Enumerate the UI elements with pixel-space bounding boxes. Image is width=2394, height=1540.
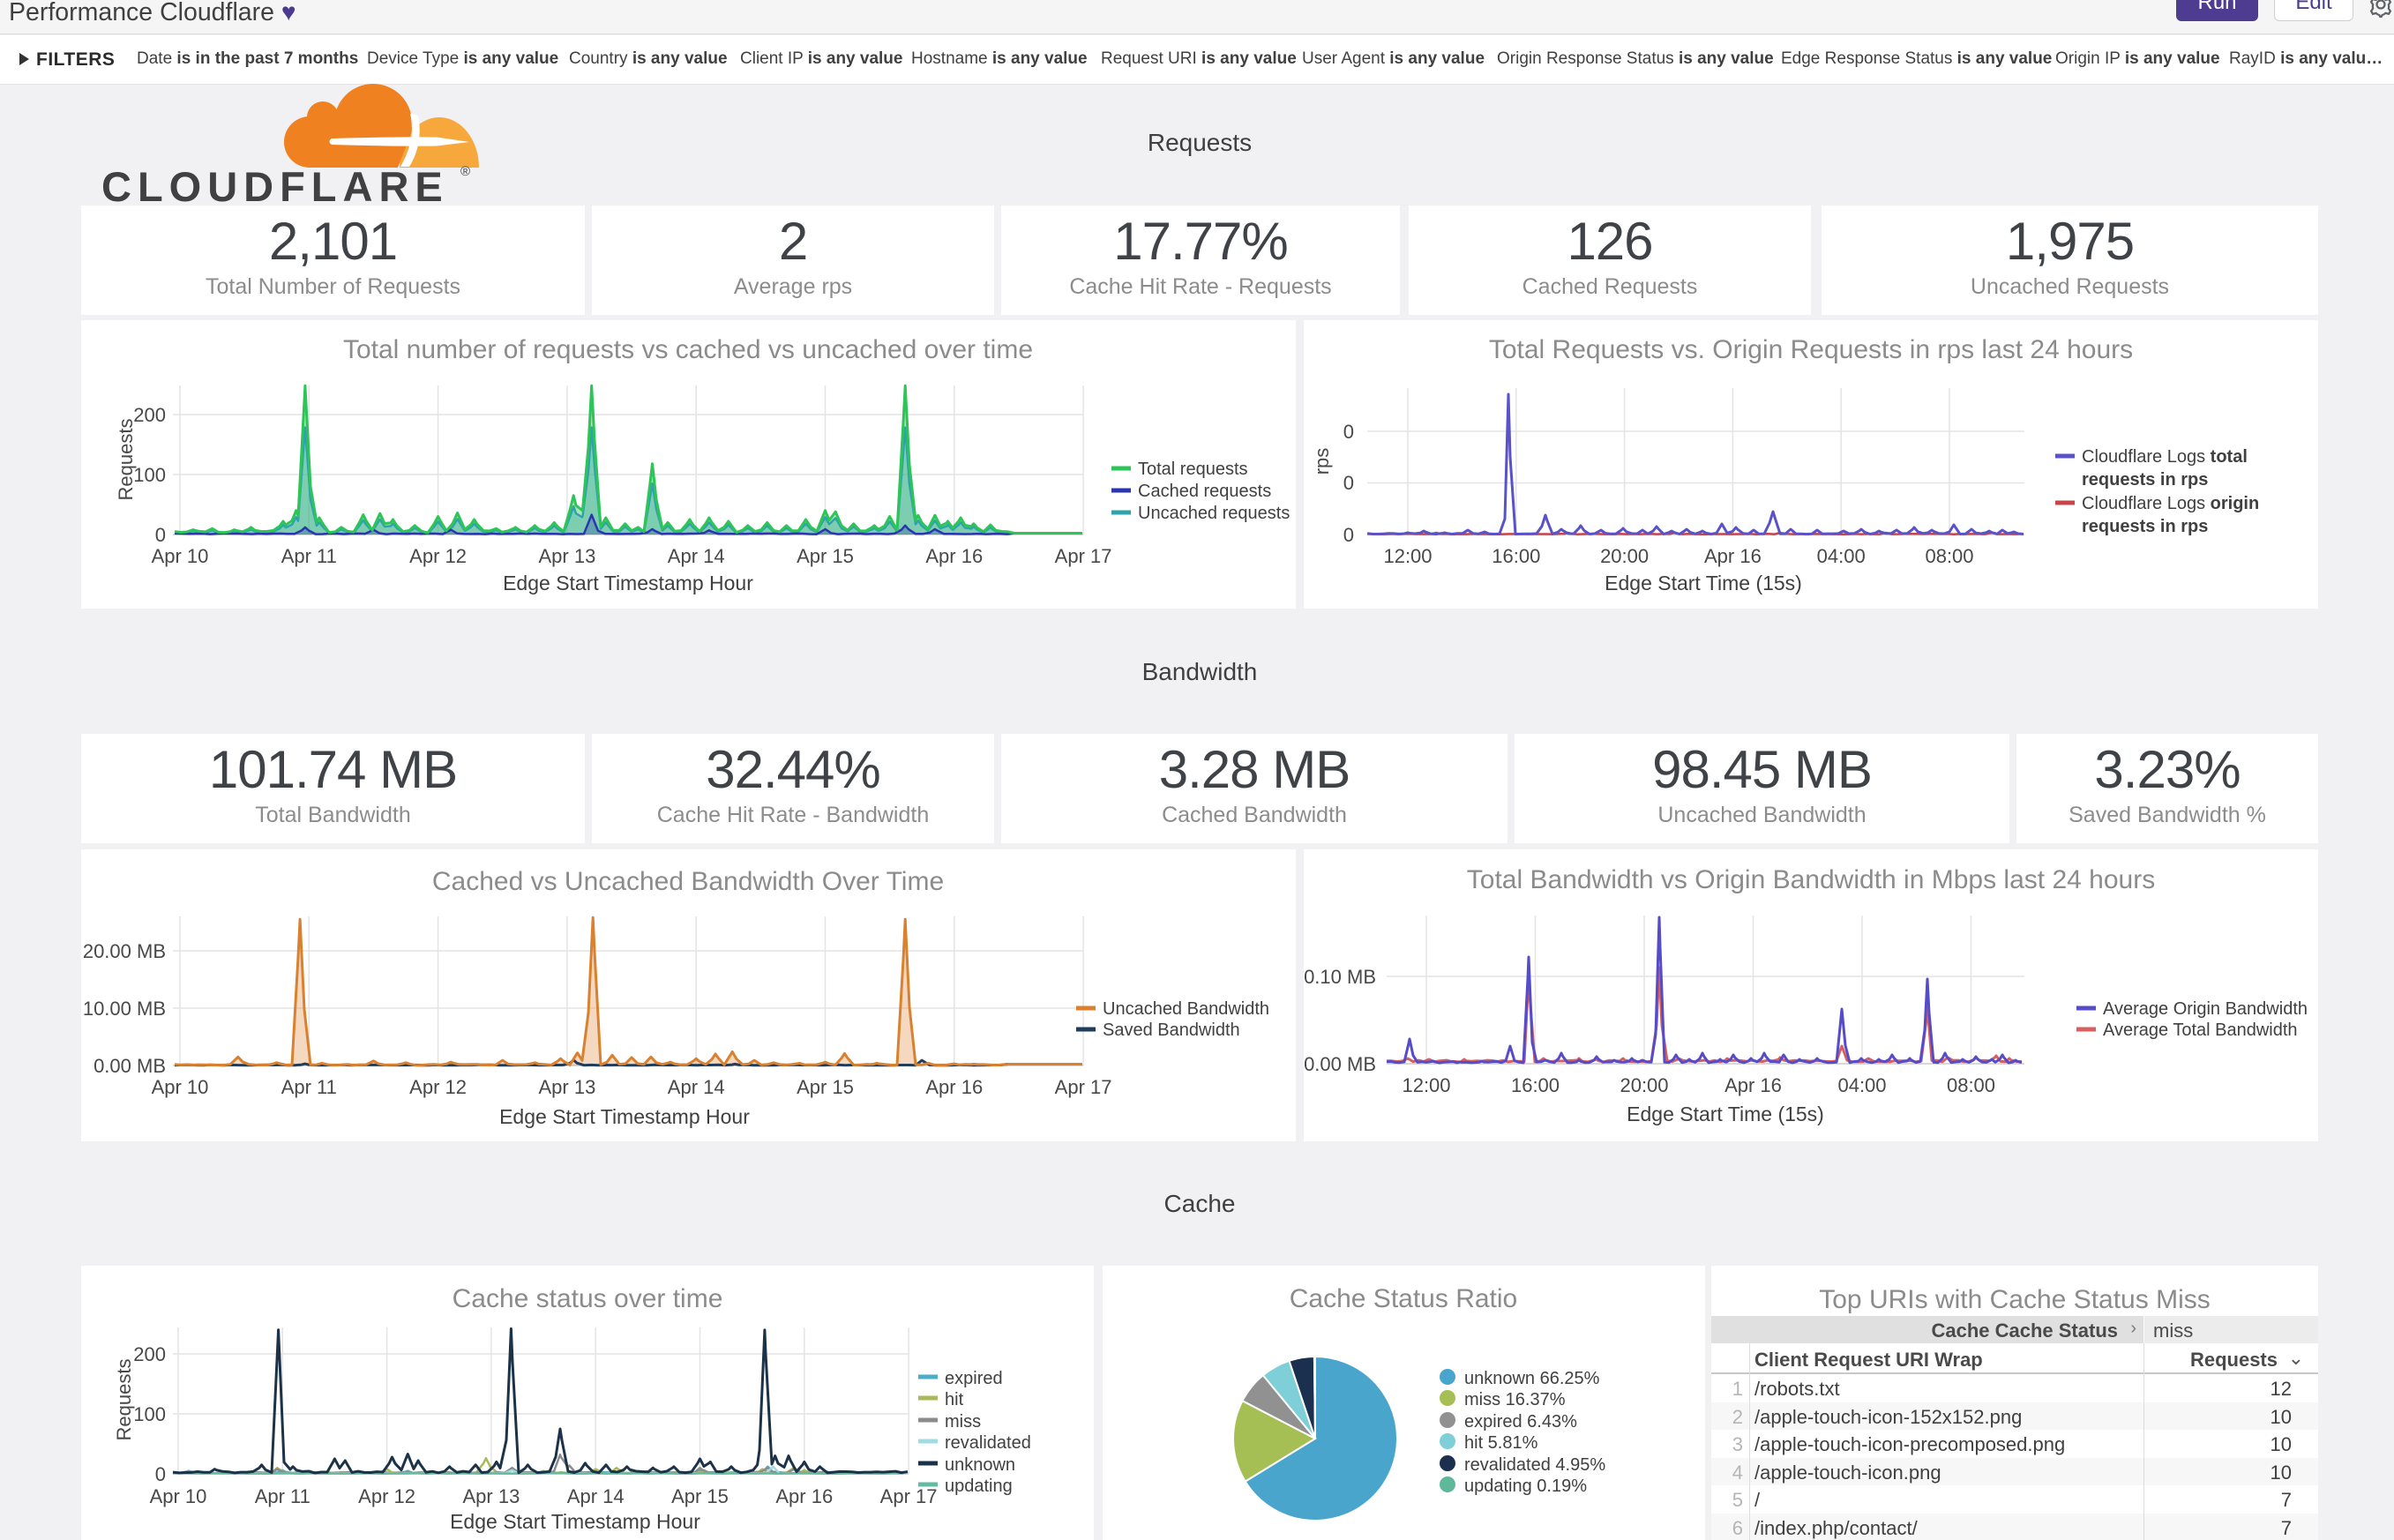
svg-text:20:00: 20:00 [1600,545,1649,567]
svg-text:Requests: Requests [115,419,137,501]
svg-text:revalidated 4.95%: revalidated 4.95% [1464,1455,1605,1475]
svg-text:®: ® [460,164,470,179]
svg-text:20.00 MB: 20.00 MB [83,940,166,962]
svg-text:Apr 14: Apr 14 [668,545,725,567]
svg-text:Total requests: Total requests [1138,460,1248,479]
svg-text:Apr 13: Apr 13 [538,1076,595,1098]
svg-text:rps: rps [1311,448,1333,475]
svg-text:miss 16.37%: miss 16.37% [1464,1390,1566,1409]
svg-text:Apr 10: Apr 10 [150,1485,207,1507]
svg-text:Apr 13: Apr 13 [538,545,595,567]
svg-text:200: 200 [133,1343,166,1365]
svg-text:Apr 16: Apr 16 [925,1076,983,1098]
svg-text:updating 0.19%: updating 0.19% [1464,1476,1587,1496]
svg-text:Apr 17: Apr 17 [880,1485,938,1507]
svg-text:Cached requests: Cached requests [1138,482,1271,501]
svg-text:04:00: 04:00 [1837,1074,1886,1096]
svg-text:08:00: 08:00 [1925,545,1973,567]
svg-text:Edge Start Timestamp Hour: Edge Start Timestamp Hour [499,1105,750,1128]
svg-text:Apr 17: Apr 17 [1055,545,1112,567]
svg-text:16:00: 16:00 [1492,545,1540,567]
svg-text:Cloudflare Logs total: Cloudflare Logs total [2082,447,2248,467]
svg-text:Saved Bandwidth: Saved Bandwidth [1103,1020,1240,1040]
svg-text:200: 200 [133,404,166,426]
svg-text:Apr 14: Apr 14 [668,1076,725,1098]
svg-text:Apr 16: Apr 16 [1704,545,1762,567]
svg-text:miss: miss [945,1412,981,1432]
svg-text:Cache Status Ratio: Cache Status Ratio [1290,1284,1517,1313]
svg-text:Uncached Bandwidth: Uncached Bandwidth [1103,999,1269,1019]
svg-text:expired: expired [945,1369,1003,1388]
svg-text:Apr 11: Apr 11 [255,1485,310,1507]
svg-text:Apr 16: Apr 16 [1724,1074,1782,1096]
svg-text:Cloudflare Logs origin: Cloudflare Logs origin [2082,494,2259,513]
svg-text:Edge Start Time (15s): Edge Start Time (15s) [1627,1103,1824,1125]
svg-text:Apr 10: Apr 10 [152,1076,209,1098]
svg-text:hit: hit [945,1390,964,1409]
svg-text:Apr 17: Apr 17 [1055,1076,1112,1098]
svg-text:hit 5.81%: hit 5.81% [1464,1433,1538,1453]
svg-text:Apr 16: Apr 16 [925,545,983,567]
svg-text:requests in rps: requests in rps [2082,517,2208,536]
svg-text:Average Origin Bandwidth: Average Origin Bandwidth [2103,999,2308,1019]
svg-text:Edge Start Timestamp Hour: Edge Start Timestamp Hour [450,1510,700,1533]
svg-text:Average Total Bandwidth: Average Total Bandwidth [2103,1020,2298,1040]
svg-text:CLOUDFLARE: CLOUDFLARE [101,163,449,210]
svg-text:Edge Start Time (15s): Edge Start Time (15s) [1605,572,1802,594]
svg-text:12:00: 12:00 [1383,545,1432,567]
svg-text:Apr 11: Apr 11 [281,545,337,567]
svg-text:0: 0 [155,524,166,546]
svg-text:updating: updating [945,1476,1013,1496]
svg-text:16:00: 16:00 [1511,1074,1560,1096]
svg-text:Apr 15: Apr 15 [797,1076,854,1098]
svg-text:Apr 15: Apr 15 [671,1485,729,1507]
svg-text:Apr 12: Apr 12 [409,545,467,567]
svg-text:0.00 MB: 0.00 MB [94,1055,166,1077]
svg-text:10.00 MB: 10.00 MB [83,998,166,1020]
svg-text:expired 6.43%: expired 6.43% [1464,1412,1577,1432]
svg-text:Edge Start Timestamp Hour: Edge Start Timestamp Hour [503,572,753,594]
svg-text:Cache status over time: Cache status over time [453,1284,723,1313]
svg-text:Apr 14: Apr 14 [567,1485,625,1507]
svg-text:Total Requests vs. Origin Requ: Total Requests vs. Origin Requests in rp… [1489,335,2133,364]
svg-text:Requests: Requests [113,1359,135,1441]
svg-text:0: 0 [155,1463,166,1485]
svg-text:04:00: 04:00 [1817,545,1866,567]
svg-text:unknown 66.25%: unknown 66.25% [1464,1369,1600,1388]
svg-text:Total number of requests vs ca: Total number of requests vs cached vs un… [343,335,1033,364]
svg-text:Apr 16: Apr 16 [775,1485,833,1507]
svg-text:Apr 10: Apr 10 [152,545,209,567]
svg-text:Cached vs Uncached Bandwidth O: Cached vs Uncached Bandwidth Over Time [432,867,944,896]
svg-text:Apr 13: Apr 13 [462,1485,520,1507]
svg-text:Apr 12: Apr 12 [409,1076,467,1098]
svg-text:0: 0 [1343,421,1354,443]
svg-text:revalidated: revalidated [945,1433,1031,1453]
svg-text:100: 100 [133,464,166,486]
svg-text:0: 0 [1343,472,1354,494]
svg-text:Uncached requests: Uncached requests [1138,504,1290,523]
svg-text:requests in rps: requests in rps [2082,470,2208,490]
svg-text:12:00: 12:00 [1402,1074,1450,1096]
svg-text:0.00 MB: 0.00 MB [1304,1053,1376,1075]
svg-text:0.10 MB: 0.10 MB [1304,966,1376,988]
svg-text:unknown: unknown [945,1455,1015,1475]
svg-text:0: 0 [1343,524,1354,546]
svg-text:20:00: 20:00 [1620,1074,1668,1096]
svg-text:Apr 15: Apr 15 [797,545,854,567]
svg-text:Apr 12: Apr 12 [358,1485,415,1507]
svg-text:08:00: 08:00 [1947,1074,1995,1096]
svg-text:Apr 11: Apr 11 [281,1076,337,1098]
svg-text:Total Bandwidth vs Origin Band: Total Bandwidth vs Origin Bandwidth in M… [1467,865,2155,894]
svg-text:100: 100 [133,1403,166,1425]
